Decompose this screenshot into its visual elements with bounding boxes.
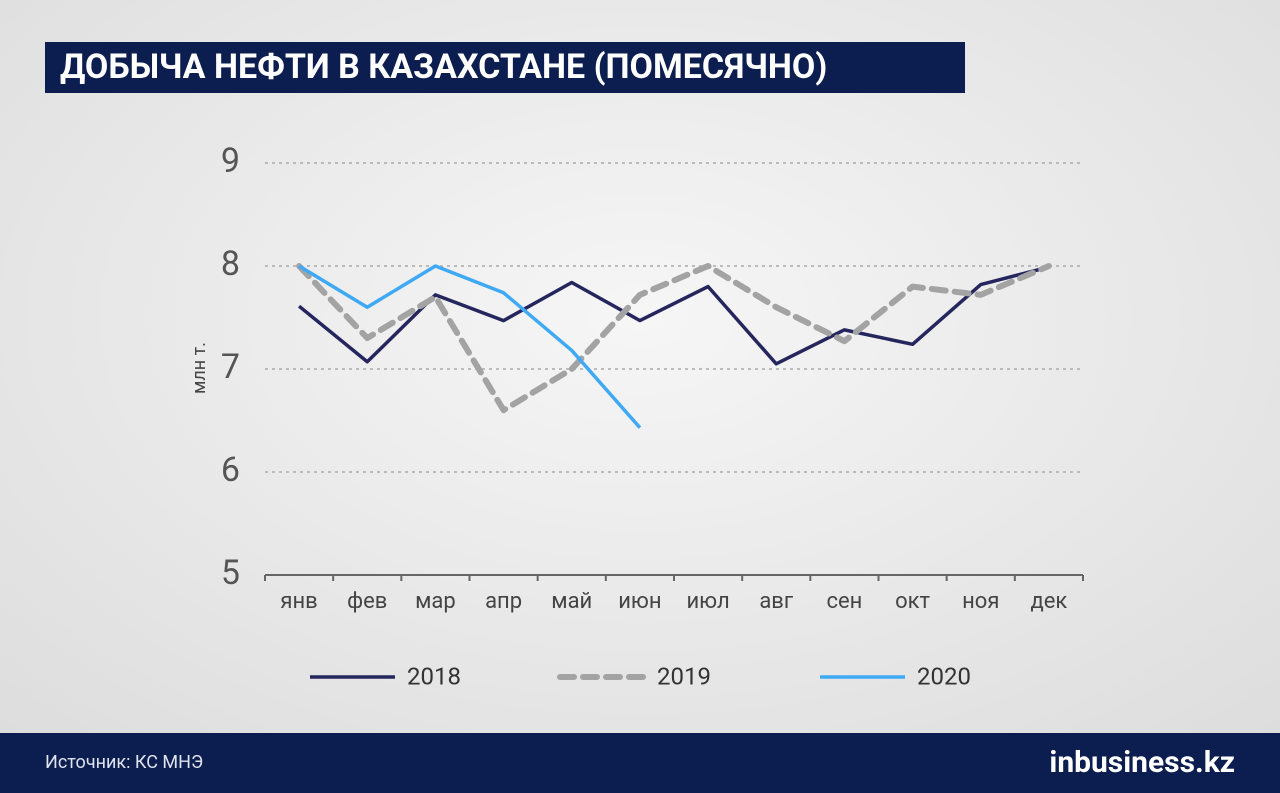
y-axis-label: млн т.: [189, 342, 210, 394]
legend-label: 2018: [407, 662, 461, 690]
x-tick-label: сен: [826, 589, 862, 614]
x-tick-label: апр: [485, 589, 522, 614]
series-line: [296, 263, 1052, 414]
y-tick-label: 7: [221, 347, 240, 387]
legend-label: 2019: [657, 662, 711, 690]
x-tick-label: мар: [415, 589, 456, 614]
y-tick-label: 6: [221, 450, 240, 490]
source: Источник: КС МНЭ: [45, 752, 203, 773]
series-line: [298, 264, 642, 429]
x-tick-label: июн: [618, 589, 661, 614]
legend-label: 2020: [917, 662, 971, 690]
x-tick-label: ноя: [962, 589, 999, 614]
x-tick-label: авг: [759, 589, 794, 614]
x-tick-label: окт: [895, 589, 930, 614]
logo: inbusiness.kz: [1049, 745, 1235, 780]
x-tick-label: фев: [347, 589, 387, 614]
x-tick-label: янв: [280, 589, 317, 614]
footer-bar: [0, 733, 1280, 793]
y-tick-label: 8: [221, 244, 240, 284]
x-tick-label: дек: [1030, 589, 1067, 614]
title-bar: [45, 42, 965, 93]
y-tick-label: 9: [221, 141, 240, 181]
x-tick-label: июл: [686, 589, 729, 614]
y-tick-label: 5: [221, 553, 240, 593]
x-tick-label: май: [551, 589, 592, 614]
chart-title: ДОБЫЧА НЕФТИ В КАЗАХСТАНЕ (ПОМЕСЯЧНО): [60, 47, 827, 87]
